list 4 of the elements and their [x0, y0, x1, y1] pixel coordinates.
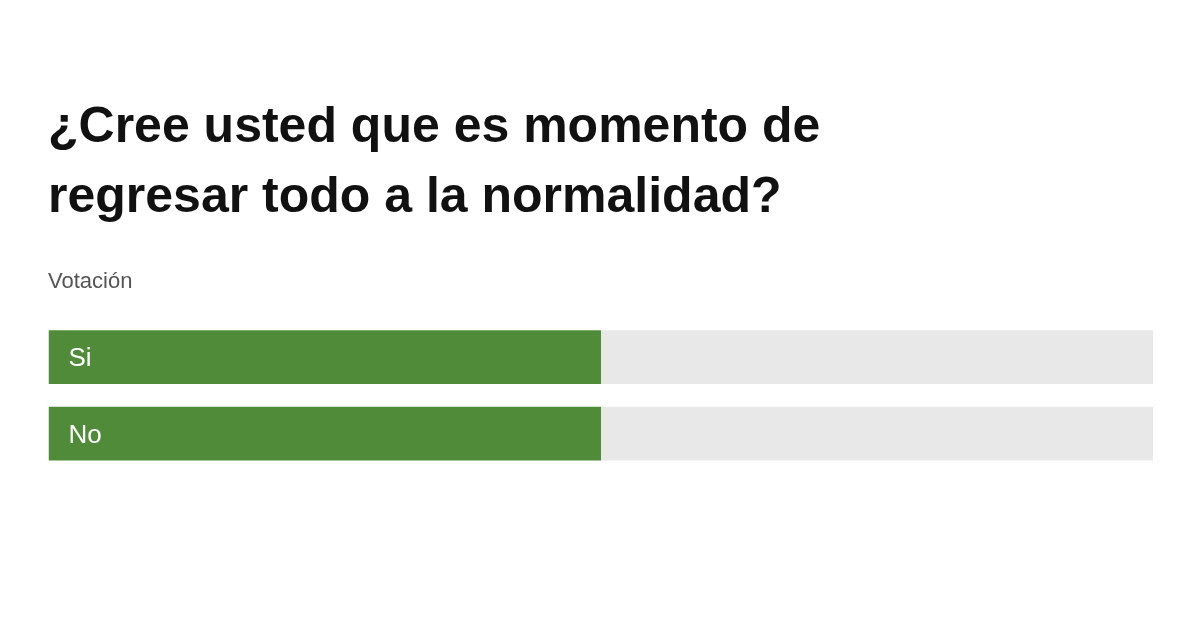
y-tick-label: No: [68, 418, 102, 449]
chart-title: ¿Cree usted que es momento de regresar todo a la normalidad?: [48, 96, 822, 225]
y-tick-label: Si: [68, 342, 92, 373]
chart-subtitle: Votación: [48, 267, 133, 295]
